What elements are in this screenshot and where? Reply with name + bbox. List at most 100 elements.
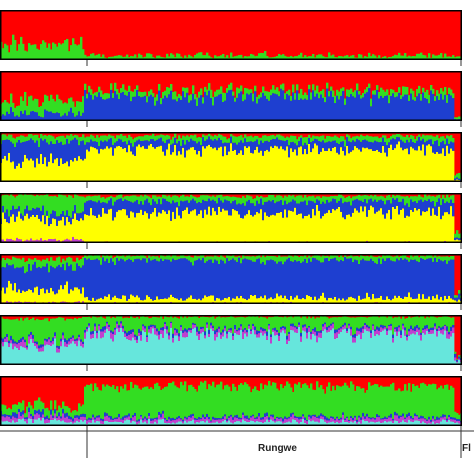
bar-segment-cyan bbox=[330, 422, 333, 426]
bar-segment-cyan bbox=[398, 331, 401, 365]
bar-segment-cyan bbox=[230, 332, 233, 365]
bar-segment-yellow bbox=[364, 148, 367, 182]
bar-segment-green bbox=[426, 255, 429, 259]
panel-frame bbox=[0, 315, 462, 365]
bar-segment-green bbox=[152, 195, 155, 200]
bar-segment-blue bbox=[18, 339, 21, 343]
bar-segment-blue bbox=[138, 258, 141, 298]
bar-segment-yellow bbox=[122, 295, 125, 303]
bar-segment-green bbox=[98, 389, 101, 416]
bar-segment-yellow bbox=[40, 288, 43, 303]
bar-segment-blue bbox=[422, 258, 425, 295]
bar-segment-green bbox=[384, 255, 387, 261]
bar-segment-blue bbox=[390, 323, 393, 326]
panel-k2 bbox=[0, 10, 462, 66]
bar-segment-blue bbox=[98, 146, 101, 154]
bar-segment-yellow bbox=[254, 149, 257, 182]
bar-segment-green bbox=[306, 137, 309, 145]
bar-segment-magenta bbox=[350, 417, 353, 422]
bar-segment-blue bbox=[286, 259, 289, 299]
bar-segment-blue bbox=[332, 96, 335, 121]
bar-segment-blue bbox=[86, 419, 89, 421]
bar-segment-green bbox=[448, 317, 451, 332]
bar-segment-cyan bbox=[290, 329, 293, 365]
bar-segment-blue bbox=[370, 330, 373, 334]
bar-segment-green bbox=[338, 137, 341, 144]
bar-segment-magenta bbox=[248, 325, 251, 329]
bar-segment-magenta bbox=[270, 336, 273, 344]
bar-segment-magenta bbox=[158, 414, 161, 420]
bar-segment-blue bbox=[354, 199, 357, 209]
bar-segment-blue bbox=[364, 139, 367, 149]
bar-segment-blue bbox=[454, 353, 457, 358]
bar-segment-magenta bbox=[452, 327, 455, 334]
bar-segment-blue bbox=[380, 199, 383, 209]
bar-segment-green bbox=[358, 91, 361, 95]
bar-segment-yellow bbox=[324, 150, 327, 182]
bar-segment-green bbox=[46, 258, 49, 264]
bar-segment-blue bbox=[392, 334, 395, 338]
bar-segment-green bbox=[76, 195, 79, 214]
bar-segment-green bbox=[68, 195, 71, 216]
bar-segment-magenta bbox=[264, 416, 267, 422]
bar-segment-green bbox=[258, 197, 261, 204]
bar-segment-yellow bbox=[272, 299, 275, 303]
bar-segment-yellow bbox=[220, 146, 223, 182]
bar-segment-blue bbox=[136, 199, 139, 214]
panel-bars bbox=[0, 10, 462, 60]
bar-segment-yellow bbox=[266, 149, 269, 182]
bar-segment-green bbox=[148, 196, 151, 203]
bar-segment-magenta bbox=[186, 419, 189, 423]
bar-segment-green bbox=[42, 402, 45, 410]
bar-segment-green bbox=[378, 91, 381, 99]
bar-segment-magenta bbox=[222, 332, 225, 337]
bar-segment-cyan bbox=[404, 335, 407, 365]
bar-segment-green bbox=[288, 137, 291, 146]
bar-segment-yellow bbox=[18, 211, 21, 240]
bar-segment-green bbox=[336, 255, 339, 261]
bar-segment-magenta bbox=[38, 348, 41, 352]
bar-segment-blue bbox=[164, 198, 167, 212]
bar-segment-cyan bbox=[96, 421, 99, 426]
bar-segment-magenta bbox=[44, 419, 47, 424]
bar-segment-magenta bbox=[174, 420, 177, 424]
bar-segment-yellow bbox=[28, 160, 31, 182]
bar-segment-blue bbox=[286, 93, 289, 121]
bar-segment-cyan bbox=[312, 420, 315, 426]
bar-segment-blue bbox=[326, 142, 329, 151]
bar-segment-blue bbox=[122, 200, 125, 209]
bar-segment-green bbox=[126, 54, 129, 60]
bar-segment-yellow bbox=[234, 298, 237, 303]
bar-segment-blue bbox=[282, 90, 285, 121]
bar-segment-blue bbox=[276, 263, 279, 294]
bar-segment-blue bbox=[304, 200, 307, 216]
bar-segment-blue bbox=[368, 199, 371, 211]
bar-segment-magenta bbox=[54, 413, 57, 419]
bar-segment-yellow bbox=[30, 158, 33, 182]
bar-segment-magenta bbox=[26, 419, 29, 424]
bar-segment-magenta bbox=[362, 416, 365, 420]
bar-segment-yellow bbox=[84, 214, 87, 243]
bar-segment-magenta bbox=[256, 418, 259, 422]
bar-segment-green bbox=[364, 56, 367, 60]
bar-segment-yellow bbox=[192, 298, 195, 304]
bar-segment-cyan bbox=[206, 327, 209, 365]
bar-segment-cyan bbox=[350, 335, 353, 365]
bar-segment-yellow bbox=[206, 214, 209, 243]
bar-segment-yellow bbox=[100, 216, 103, 243]
bar-segment-blue bbox=[264, 201, 267, 213]
bar-segment-magenta bbox=[360, 419, 363, 424]
bar-segment-green bbox=[64, 40, 67, 60]
bar-segment-green bbox=[218, 195, 221, 198]
bar-segment-blue bbox=[390, 139, 393, 145]
bar-segment-cyan bbox=[68, 344, 71, 365]
bar-segment-magenta bbox=[22, 339, 25, 348]
bar-segment-green bbox=[148, 318, 151, 326]
bar-segment-green bbox=[158, 257, 161, 262]
bar-segment-yellow bbox=[52, 218, 55, 240]
bar-segment-blue bbox=[412, 201, 415, 212]
bar-segment-blue bbox=[236, 261, 239, 297]
bar-segment-blue bbox=[30, 210, 33, 217]
bar-segment-blue bbox=[102, 99, 105, 121]
bar-segment-magenta bbox=[134, 336, 137, 341]
